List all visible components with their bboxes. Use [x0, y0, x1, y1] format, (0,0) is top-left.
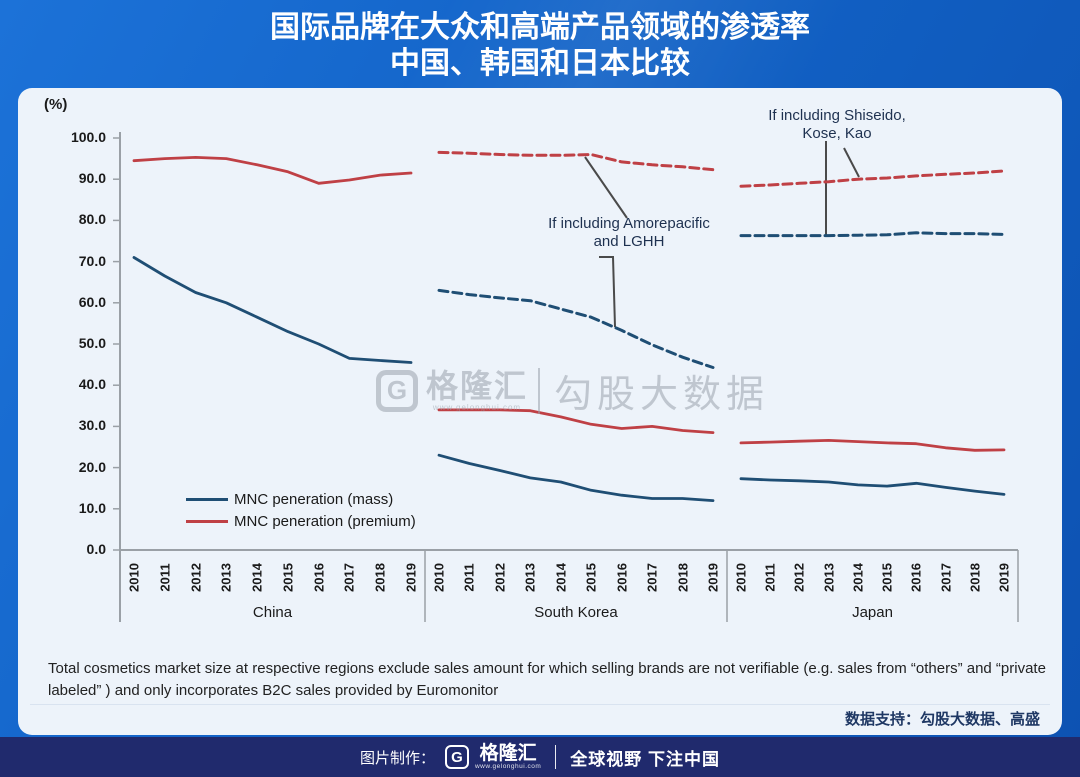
- bottom-bar-divider: [555, 745, 557, 769]
- chart-card: [18, 88, 1062, 735]
- made-by-label: 图片制作：: [359, 749, 435, 767]
- footnote: Total cosmetics market size at respectiv…: [48, 660, 1046, 699]
- slogan: 全球视野 下注中国: [570, 749, 721, 769]
- data-support-credit: 数据支持：勾股大数据、高盛: [844, 711, 1040, 728]
- title-line-2: 中国、韩国和日本比较: [390, 47, 690, 80]
- gelonghui-brand: 格隆汇 www.gelonghui.com: [475, 744, 541, 770]
- page-title: 国际品牌在大众和高端产品领域的渗透率 中国、韩国和日本比较: [0, 10, 1080, 82]
- gelonghui-logo-icon: G: [444, 745, 469, 769]
- gelonghui-brand-name: 格隆汇: [479, 743, 537, 764]
- bottom-bar: 图片制作： G 格隆汇 www.gelonghui.com 全球视野 下注中国: [0, 737, 1080, 777]
- title-line-1: 国际品牌在大众和高端产品领域的渗透率: [270, 11, 810, 44]
- footer-divider: [30, 704, 1050, 705]
- gelonghui-url: www.gelonghui.com: [474, 763, 542, 770]
